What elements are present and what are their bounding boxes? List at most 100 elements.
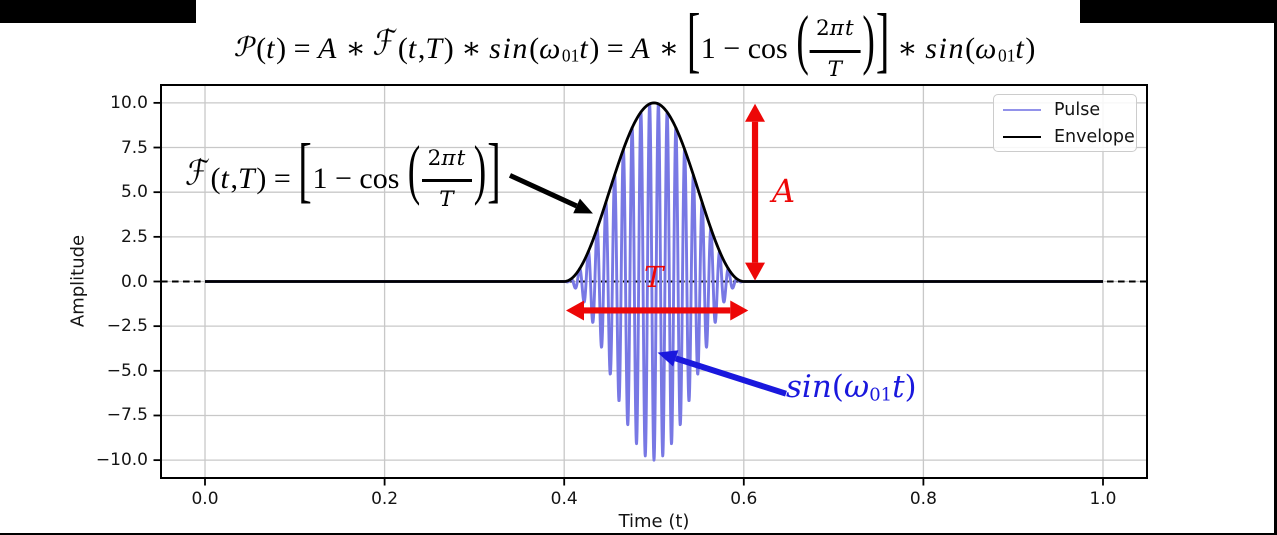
legend-line-sample [1003,108,1041,111]
big-delimiter: ] [487,130,502,211]
formula-segment: 2 [816,16,830,41]
formula-segment: t [220,161,231,195]
formula-segment: A [631,32,652,66]
x-tick-label: 0.0 [191,489,219,509]
formula-segment: t [1015,32,1026,66]
formula-segment: ω [843,369,870,405]
formula-segment: ( [529,32,540,66]
big-delimiter: [ [298,130,313,211]
script-f-glyph [185,156,210,186]
y-tick-label: 10.0 [110,92,148,113]
title-box: (t) = A ∗ (t,T) ∗ sin(ω01t) = A ∗ [1 − c… [196,0,1080,84]
frame-right-border [1274,0,1277,535]
y-tick-label: 2.5 [120,226,148,247]
formula-segment: ) = [276,32,319,66]
arrow-head [730,300,749,321]
arrow-head [573,198,593,214]
legend-label: Pulse [1054,99,1101,120]
arrow-shaft [674,355,787,397]
formula-segment: ( [210,161,221,195]
x-tick-label: 0.6 [730,489,758,509]
formula-segment: ∗ [337,32,374,66]
script-p-glyph [234,35,256,57]
title-formula: (t) = A ∗ (t,T) ∗ sin(ω01t) = A ∗ [1 − c… [234,4,1036,83]
y-tick-label: −10.0 [95,450,148,471]
envelope-series [205,101,1103,283]
legend-entry: Pulse [994,99,1136,121]
envelope-formula-annotation: (t,T) = [1 − cos (2πt T)] [185,134,501,212]
glyph-outline [373,27,397,56]
formula-segment: 01 [869,384,893,406]
y-tick-label: −2.5 [106,316,148,337]
arrow-shaft [508,173,578,209]
formula-segment: T [425,32,444,66]
arrow-head [657,350,679,367]
formula-segment: ) = [589,32,632,66]
envelope-annotation-arrow [508,173,593,214]
formula-segment: t [579,32,590,66]
formula-segment: , [417,32,426,66]
formula-segment: ( [256,32,267,66]
formula-segment: A [318,32,338,66]
glyph-outline [234,35,256,57]
legend-label: Envelope [1054,126,1135,147]
carrier-annotation-arrow [657,350,787,397]
period-double-arrow [565,300,749,321]
axis-ticks [153,101,1104,486]
formula-segment: ) [1025,32,1036,66]
x-tick-label: 0.2 [371,489,399,509]
big-delimiter: ] [875,0,890,81]
big-delimiter: ) [862,3,875,78]
fraction-numerator: 2πt [422,145,473,180]
script-f-glyph [373,27,397,56]
formula-segment: T [827,57,844,83]
big-delimiter: ( [407,132,421,207]
fraction-numerator: 2πt [810,18,861,50]
y-tick-label: 0.0 [120,271,148,292]
y-tick-label: −7.5 [106,405,148,426]
x-tick-label: 0.8 [909,489,937,509]
formula-segment: 1 − cos [312,161,407,195]
fraction: 2πt T [421,145,473,212]
frame-bottom-border [0,533,1277,535]
formula-segment: , [230,161,239,195]
formula-segment: ∗ [889,32,926,66]
formula-segment: ) ∗ [443,32,490,66]
formula-segment: 2 [427,145,442,171]
arrow-head [745,262,766,281]
period-arrow-label: T [644,260,664,294]
legend-line-sample [1003,135,1041,138]
formula-segment: ∗ [651,32,687,66]
big-delimiter: [ [686,0,701,81]
big-delimiter: ) [473,132,487,207]
formula-segment: T [238,161,257,195]
formula-segment: ( [397,32,408,66]
fraction-denominator: T [810,49,861,83]
formula-segment: t [407,32,418,66]
formula-segment: ω [539,32,562,66]
legend: Pulse Envelope [993,94,1137,152]
y-tick-label: 7.5 [120,137,148,158]
x-axis-label: Time (t) [618,511,690,532]
carrier-formula-annotation: sin(ω01t) [786,369,917,406]
formula-segment: ω [975,32,999,66]
arrow-head [745,103,766,122]
formula-segment: sin [489,32,530,66]
formula-segment: t [892,369,905,405]
formula-segment: T [439,186,455,212]
formula-segment: ( [965,32,976,66]
amplitude-double-arrow [745,103,766,281]
glyph-outline [185,156,210,186]
formula-segment: 1 − cos [700,32,796,66]
formula-segment: ) = [256,161,299,195]
formula-segment: t [266,32,277,66]
fraction-denominator: T [421,179,473,212]
formula-segment: 01 [998,45,1016,66]
amplitude-arrow-label: A [772,172,796,210]
x-tick-label: 0.4 [550,489,578,509]
y-tick-label: 5.0 [120,182,148,203]
formula-segment: sin [786,369,832,405]
y-tick-label: −5.0 [106,360,148,381]
formula-segment: sin [925,32,966,66]
formula-segment: ) [904,369,917,405]
